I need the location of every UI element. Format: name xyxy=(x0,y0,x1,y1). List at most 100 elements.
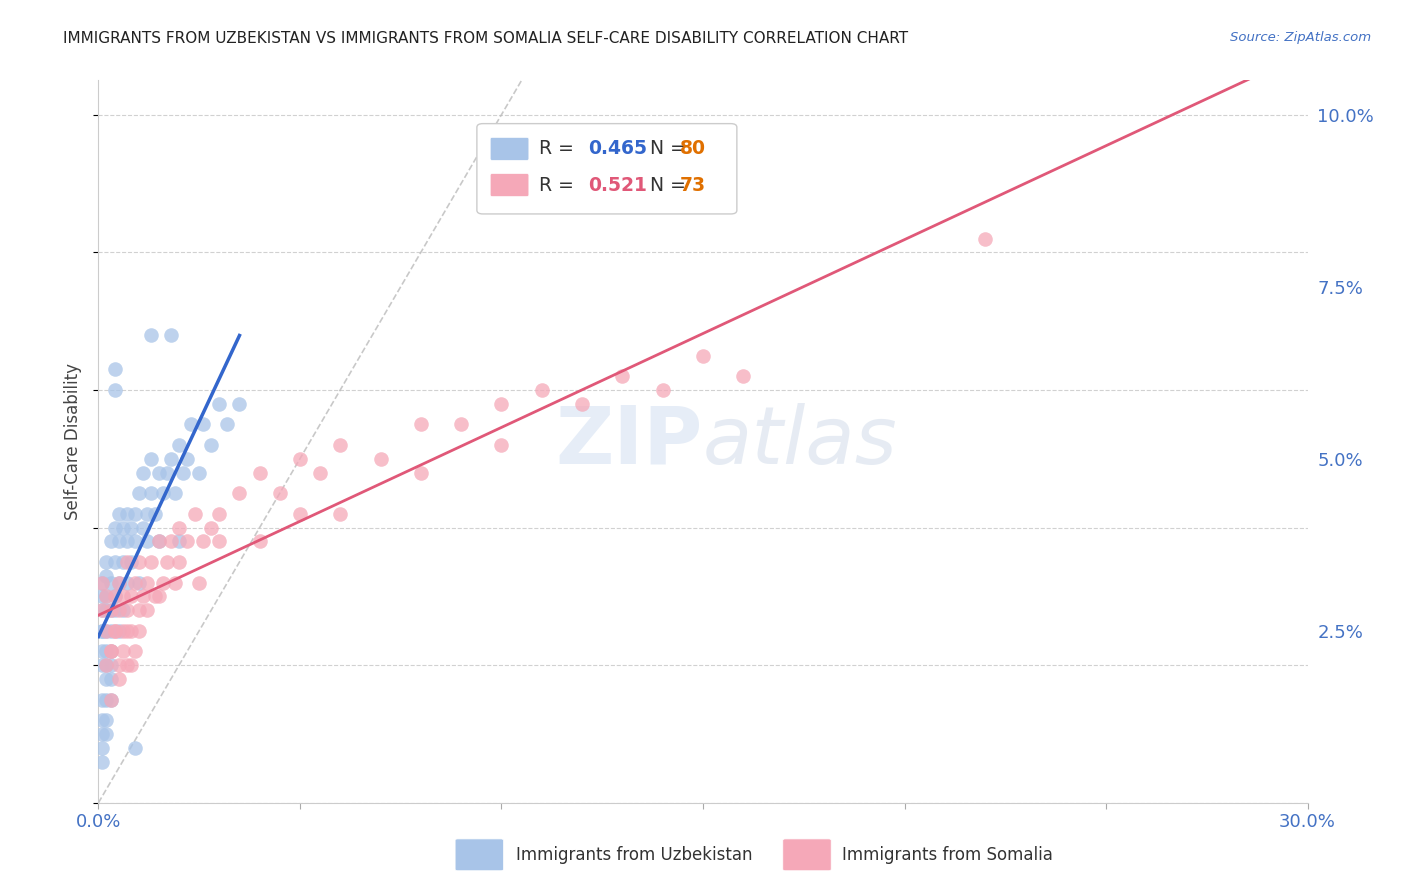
Point xyxy=(163,575,186,590)
Point xyxy=(91,575,114,590)
Point xyxy=(128,624,150,638)
Point xyxy=(651,383,673,397)
Point xyxy=(309,466,332,480)
Point xyxy=(217,417,239,432)
Point xyxy=(163,486,186,500)
Point xyxy=(228,486,250,500)
Point xyxy=(115,555,138,569)
Point xyxy=(135,534,157,549)
Point xyxy=(249,466,271,480)
Point xyxy=(409,417,432,432)
Point xyxy=(132,520,155,534)
Point xyxy=(571,397,593,411)
Point xyxy=(692,349,714,363)
Point xyxy=(107,575,129,590)
Point xyxy=(370,451,392,466)
Point xyxy=(139,327,162,342)
Point xyxy=(148,590,170,604)
Point xyxy=(329,507,352,521)
Point xyxy=(100,672,122,686)
Text: Source: ZipAtlas.com: Source: ZipAtlas.com xyxy=(1230,31,1371,45)
Point xyxy=(91,575,114,590)
Point xyxy=(100,658,122,673)
Point xyxy=(124,740,146,755)
Point xyxy=(184,507,207,521)
Text: atlas: atlas xyxy=(703,402,898,481)
Point xyxy=(103,624,125,638)
FancyBboxPatch shape xyxy=(456,838,503,871)
Point xyxy=(450,417,472,432)
Point xyxy=(96,590,118,604)
Point xyxy=(120,520,142,534)
Point xyxy=(167,555,190,569)
Point xyxy=(530,383,553,397)
Point xyxy=(160,451,183,466)
Point xyxy=(329,438,352,452)
Point xyxy=(612,369,634,384)
Point xyxy=(103,624,125,638)
Point xyxy=(120,555,142,569)
Point xyxy=(152,486,174,500)
Point xyxy=(167,534,190,549)
Point xyxy=(115,507,138,521)
Point xyxy=(111,644,134,658)
Point xyxy=(124,507,146,521)
Point xyxy=(128,555,150,569)
Point xyxy=(491,397,513,411)
Point xyxy=(103,555,125,569)
Point xyxy=(409,466,432,480)
Point xyxy=(128,603,150,617)
Point xyxy=(96,727,118,741)
Point xyxy=(132,466,155,480)
Point xyxy=(91,658,114,673)
Point xyxy=(111,555,134,569)
FancyBboxPatch shape xyxy=(491,137,529,161)
Point xyxy=(107,658,129,673)
Point xyxy=(200,438,222,452)
Point xyxy=(115,658,138,673)
Point xyxy=(143,507,166,521)
Point xyxy=(193,534,215,549)
Text: 73: 73 xyxy=(681,176,706,194)
Point xyxy=(100,644,122,658)
Point xyxy=(156,466,179,480)
Point xyxy=(100,575,122,590)
Point xyxy=(120,658,142,673)
Point xyxy=(96,568,118,582)
Point xyxy=(139,451,162,466)
Point xyxy=(111,603,134,617)
Point xyxy=(96,555,118,569)
Point xyxy=(288,507,311,521)
Point xyxy=(135,575,157,590)
Point xyxy=(139,555,162,569)
Point xyxy=(107,624,129,638)
Text: Immigrants from Somalia: Immigrants from Somalia xyxy=(842,846,1053,863)
Point xyxy=(135,507,157,521)
Point xyxy=(160,534,183,549)
Point xyxy=(96,624,118,638)
Point xyxy=(100,624,122,638)
Point xyxy=(100,534,122,549)
FancyBboxPatch shape xyxy=(783,838,831,871)
Point xyxy=(120,590,142,604)
Point xyxy=(124,534,146,549)
Point xyxy=(96,624,118,638)
Point xyxy=(96,590,118,604)
Point xyxy=(148,534,170,549)
Text: Immigrants from Uzbekistan: Immigrants from Uzbekistan xyxy=(516,846,752,863)
Point xyxy=(176,534,198,549)
Point xyxy=(115,534,138,549)
Point xyxy=(152,575,174,590)
Point xyxy=(176,451,198,466)
Text: ZIP: ZIP xyxy=(555,402,703,481)
FancyBboxPatch shape xyxy=(491,173,529,196)
Point xyxy=(148,534,170,549)
Point xyxy=(91,603,114,617)
Point xyxy=(188,466,211,480)
Point xyxy=(91,624,114,638)
Point xyxy=(107,507,129,521)
Point xyxy=(103,520,125,534)
Point xyxy=(91,603,114,617)
Point xyxy=(491,438,513,452)
Point xyxy=(288,451,311,466)
